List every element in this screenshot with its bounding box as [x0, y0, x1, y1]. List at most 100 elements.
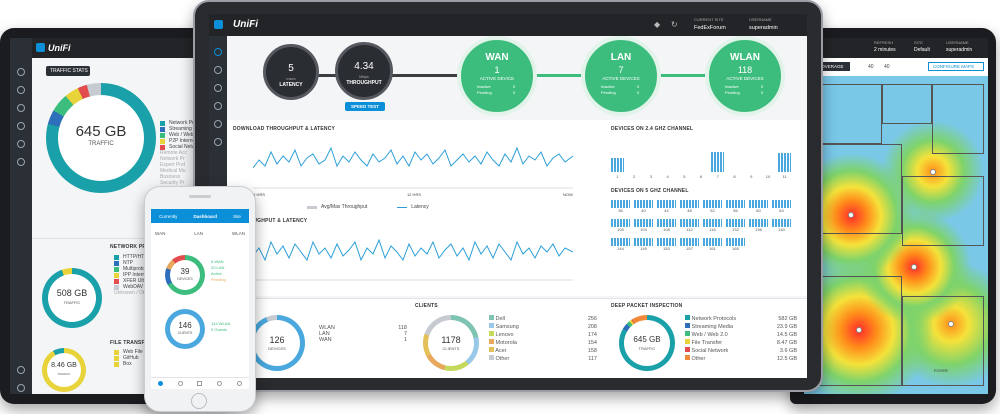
wlan-title: WLAN	[730, 52, 760, 63]
nav-devices-icon[interactable]	[197, 381, 203, 386]
nav-stats-icon[interactable]	[177, 381, 183, 386]
phone-device-stats: 8 WAN 20 LAN Active Pending	[211, 259, 226, 283]
ch5-cell: 153	[657, 238, 676, 251]
dpi-row-value: 582 GB	[778, 316, 797, 322]
devices-icon[interactable]	[214, 102, 222, 110]
access-point-icon[interactable]	[930, 169, 936, 175]
coverage-tab[interactable]: 2D COVERAGE	[808, 62, 850, 71]
ch5-label: 104	[640, 227, 647, 232]
devices-donut: 126 DEVICES	[249, 315, 305, 371]
clients-list: Dell 256 Samsung 208 Lenovo 174 Motorola 154…	[489, 315, 597, 363]
clients-icon[interactable]	[17, 140, 25, 148]
wlan-inactive-label: Inactive	[725, 84, 739, 89]
client-row-value: 158	[587, 348, 597, 354]
nav-dashboard-icon[interactable]	[158, 381, 164, 386]
coverage-tab-label: 2D COVERAGE	[811, 64, 844, 69]
alerts-icon[interactable]	[17, 384, 25, 392]
legend-item: Medical Mu	[160, 168, 186, 174]
username-label: USERNAME	[749, 17, 772, 22]
phone-lan[interactable]: LAN	[194, 231, 204, 236]
legend-item: Network Pro	[169, 120, 197, 126]
zoom-value[interactable]: 40	[868, 64, 874, 70]
center-tablet: UniFi ↻ ◆ CURRENT SITE FedExForum USERNA…	[193, 0, 823, 392]
ch5-label: 161	[709, 246, 716, 251]
left-sidebar	[10, 38, 32, 394]
traffic-donut: 645 GB TRAFFIC	[46, 83, 156, 193]
dashboard-icon[interactable]	[17, 68, 25, 76]
legend-swatch	[160, 144, 165, 150]
wan-status[interactable]: WAN 1 ACTIVE DEVICE Inactive 0 Pending 0	[457, 36, 537, 116]
username-value[interactable]: superadmin	[946, 47, 973, 53]
refresh-select[interactable]: 2 minutes	[874, 47, 896, 53]
phone-home-button[interactable]	[191, 393, 207, 409]
phone: Currently Dashboard Site WAN LAN WLAN 39…	[144, 186, 256, 412]
dpi-row-label: Streaming Media	[691, 324, 734, 330]
nav-clients-icon[interactable]	[217, 381, 223, 386]
wlan-status[interactable]: WLAN 118 ACTIVE DEVICES Inactive 0 Pendi…	[705, 36, 785, 116]
wan-label: ACTIVE DEVICE	[479, 76, 515, 81]
ch5-cell: 40	[634, 200, 653, 213]
wan-inactive-label: Inactive	[477, 84, 491, 89]
phone-tab-currently[interactable]: Currently	[159, 213, 178, 219]
client-row-label: Lenovo	[495, 332, 514, 338]
access-point-icon[interactable]	[948, 321, 954, 327]
current-site-select[interactable]: FedExForum	[694, 25, 726, 31]
devices-icon[interactable]	[17, 122, 25, 130]
lan-label: ACTIVE DEVICES	[602, 76, 640, 81]
ch24-labels: 1 2 3 4 5 6 7 8 9 10 11	[611, 174, 791, 179]
legend-swatch	[489, 355, 494, 360]
phone-bottom-nav	[151, 377, 249, 389]
ch5-cell: 48	[680, 200, 699, 213]
zoom-value-2[interactable]: 40	[884, 64, 890, 70]
site-select[interactable]: Default	[914, 47, 930, 53]
throughput-value: 4.34	[354, 61, 374, 72]
devices-value: 126	[269, 335, 285, 345]
phone-wan[interactable]: WAN	[155, 231, 166, 236]
dashboard-icon[interactable]	[214, 48, 222, 56]
statistics-icon[interactable]	[214, 66, 222, 74]
wlan-label: ACTIVE DEVICES	[726, 76, 764, 81]
ch5-cell: 104	[634, 219, 653, 232]
ch5-cell: 157	[680, 238, 699, 251]
legend-item: Web File Transfe	[123, 349, 161, 355]
speed-test-button[interactable]: SPEED TEST	[345, 102, 385, 111]
ch5-label: 132	[732, 227, 739, 232]
device-row-label: LAN	[319, 331, 330, 337]
nav-settings-icon[interactable]	[236, 381, 242, 386]
phone-wlan[interactable]: WLAN	[231, 231, 245, 236]
phone-tab-dashboard[interactable]: Dashboard	[193, 213, 217, 219]
clients-icon[interactable]	[214, 120, 222, 128]
legend-item: Remote Acc	[160, 150, 187, 156]
file-transfer-donut: 8.46 GB TRAFFIC	[42, 348, 86, 392]
ch24-label: 4	[666, 174, 669, 179]
map-icon[interactable]	[214, 84, 222, 92]
configure-maps-button[interactable]: CONFIGURE MAPS	[928, 62, 984, 71]
traffic-stats-tab[interactable]: TRAFFIC STATS	[46, 66, 90, 76]
legend-swatch	[489, 347, 494, 352]
statistics-icon[interactable]	[17, 86, 25, 94]
legend-swatch	[307, 205, 317, 209]
room-label: FOYER	[934, 368, 948, 373]
access-point-icon[interactable]	[911, 264, 917, 270]
access-point-icon[interactable]	[848, 212, 854, 218]
ch5-cell: 64	[772, 200, 791, 213]
phone-tab-site[interactable]: Site	[233, 213, 241, 219]
insights-icon[interactable]	[214, 138, 222, 146]
dpi-row-value: 8.47 GB	[776, 340, 797, 346]
access-point-icon[interactable]	[856, 327, 862, 333]
map-icon[interactable]	[17, 104, 25, 112]
ch24-label: 2	[632, 174, 636, 179]
legend-item: NTP	[123, 260, 133, 266]
username-value[interactable]: superadmin	[749, 25, 778, 31]
events-icon[interactable]	[17, 366, 25, 374]
devices-top-icon[interactable]: ◆	[654, 20, 661, 29]
lan-status[interactable]: LAN 7 ACTIVE DEVICES Inactive 0 Pending …	[581, 36, 661, 116]
wlan-count: 118	[737, 65, 753, 75]
insights-icon[interactable]	[17, 158, 25, 166]
ch5-label: 56	[733, 208, 738, 213]
legend-item: Streaming M	[169, 126, 198, 132]
phone-device-stat: 20 LAN	[211, 265, 225, 270]
ch5-label: 112	[686, 227, 693, 232]
refresh-icon[interactable]: ↻	[671, 20, 678, 29]
wan-count: 1	[494, 65, 500, 75]
